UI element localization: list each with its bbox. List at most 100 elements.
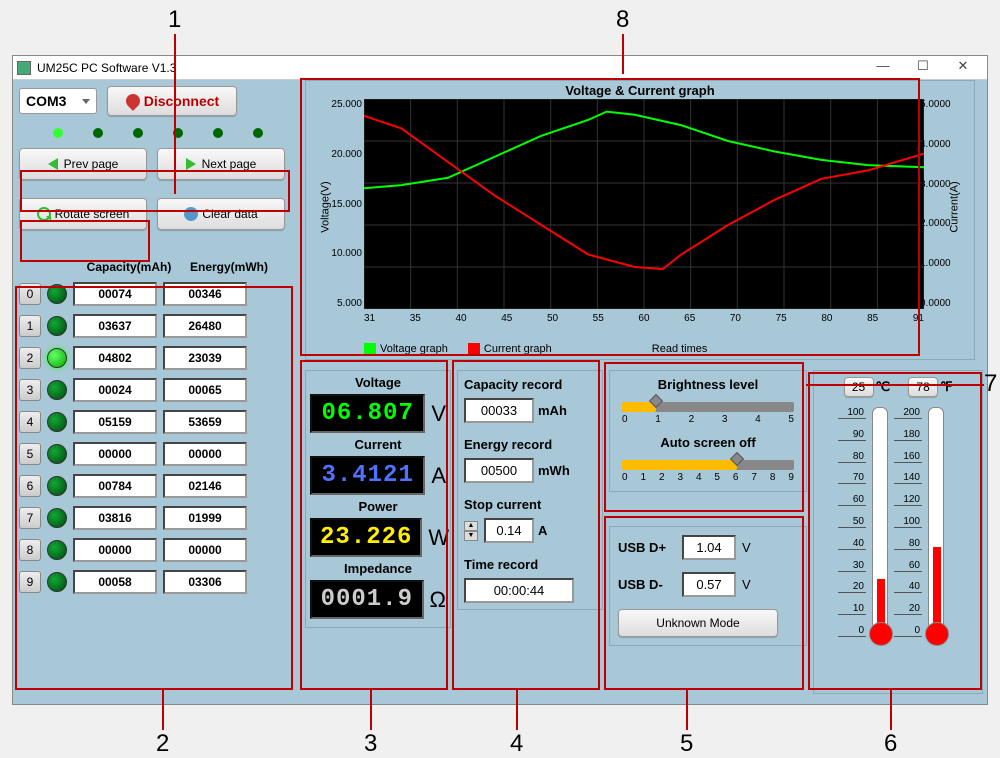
- brightness-label: Brightness level: [616, 377, 800, 392]
- table-row: 2 04802 23039: [19, 346, 295, 370]
- stop-current-spinner[interactable]: ▲▼: [464, 521, 478, 541]
- temp-f-value: 78: [908, 377, 938, 397]
- energy-record-value: 00500: [464, 458, 534, 483]
- record-index-button[interactable]: 0: [19, 283, 41, 305]
- clear-data-button[interactable]: Clear data: [157, 198, 285, 230]
- impedance-label: Impedance: [310, 561, 446, 576]
- legend-current: Current graph: [484, 343, 552, 355]
- chart-x-label: Read times: [652, 343, 708, 355]
- stop-current-value[interactable]: 0.14: [484, 518, 534, 543]
- record-led: [47, 508, 67, 528]
- table-row: 7 03816 01999: [19, 506, 295, 530]
- record-energy: 00346: [163, 282, 247, 306]
- record-index-button[interactable]: 4: [19, 411, 41, 433]
- maximize-button[interactable]: ☐: [903, 58, 943, 78]
- record-energy: 01999: [163, 506, 247, 530]
- current-label: Current: [310, 437, 446, 452]
- table-row: 1 03637 26480: [19, 314, 295, 338]
- close-button[interactable]: ✕: [943, 58, 983, 78]
- annotation-1: 1: [168, 6, 181, 34]
- next-page-button[interactable]: Next page: [157, 148, 285, 180]
- table-row: 0 00074 00346: [19, 282, 295, 306]
- record-index-button[interactable]: 2: [19, 347, 41, 369]
- table-row: 5 00000 00000: [19, 442, 295, 466]
- record-capacity: 00074: [73, 282, 157, 306]
- record-index-button[interactable]: 3: [19, 379, 41, 401]
- time-record-value: 00:00:44: [464, 578, 574, 603]
- record-index-button[interactable]: 8: [19, 539, 41, 561]
- usb-dm-value: 0.57: [682, 572, 736, 597]
- record-led: [47, 284, 67, 304]
- table-row: 9 00058 03306: [19, 570, 295, 594]
- app-window: UM25C PC Software V1.3 — ☐ ✕ COM3 Discon…: [12, 55, 988, 705]
- record-led: [47, 476, 67, 496]
- brightness-slider[interactable]: 012345: [616, 392, 800, 427]
- record-energy: 00065: [163, 378, 247, 402]
- com-port-select[interactable]: COM3: [19, 88, 97, 114]
- status-led-dot: [173, 128, 183, 138]
- record-energy: 00000: [163, 538, 247, 562]
- arrow-left-icon: [48, 158, 58, 170]
- stop-current-label: Stop current: [464, 497, 596, 512]
- annotation-5: 5: [680, 730, 693, 758]
- disconnect-button[interactable]: Disconnect: [107, 86, 237, 116]
- record-capacity: 00000: [73, 538, 157, 562]
- prev-page-button[interactable]: Prev page: [19, 148, 147, 180]
- usb-mode-button[interactable]: Unknown Mode: [618, 609, 778, 637]
- rotate-screen-button[interactable]: Rotate screen: [19, 198, 147, 230]
- table-row: 3 00024 00065: [19, 378, 295, 402]
- record-index-button[interactable]: 7: [19, 507, 41, 529]
- record-led: [47, 444, 67, 464]
- record-capacity: 00000: [73, 442, 157, 466]
- power-value: 23.226: [310, 518, 422, 557]
- record-led: [47, 412, 67, 432]
- thermometer-c: [872, 407, 888, 637]
- annotation-4: 4: [510, 730, 523, 758]
- voltage-value: 06.807: [310, 394, 425, 433]
- voltage-label: Voltage: [310, 375, 446, 390]
- time-record-label: Time record: [464, 557, 596, 572]
- usb-dp-label: USB D+: [618, 540, 676, 555]
- record-energy: 26480: [163, 314, 247, 338]
- capacity-record-label: Capacity record: [464, 377, 596, 392]
- record-capacity: 05159: [73, 410, 157, 434]
- record-capacity: 00024: [73, 378, 157, 402]
- record-energy: 23039: [163, 346, 247, 370]
- rotate-icon: [37, 207, 51, 221]
- record-index-button[interactable]: 1: [19, 315, 41, 337]
- energy-record-label: Energy record: [464, 437, 596, 452]
- record-capacity: 03816: [73, 506, 157, 530]
- thermometer-f: [928, 407, 944, 637]
- com-port-value: COM3: [26, 93, 66, 109]
- minimize-button[interactable]: —: [863, 58, 903, 78]
- record-energy: 53659: [163, 410, 247, 434]
- disconnect-icon: [123, 91, 143, 111]
- capacity-record-value: 00033: [464, 398, 534, 423]
- annotation-6: 6: [884, 730, 897, 758]
- record-energy: 02146: [163, 474, 247, 498]
- capacity-header: Capacity(mAh): [79, 260, 179, 274]
- chart-canvas: [364, 99, 924, 309]
- record-capacity: 03637: [73, 314, 157, 338]
- arrow-right-icon: [186, 158, 196, 170]
- led-strip: [53, 128, 263, 138]
- record-led: [47, 316, 67, 336]
- record-index-button[interactable]: 9: [19, 571, 41, 593]
- screenoff-slider[interactable]: 0123456789: [616, 450, 800, 485]
- window-title: UM25C PC Software V1.3: [37, 61, 863, 75]
- table-row: 8 00000 00000: [19, 538, 295, 562]
- chevron-down-icon: [82, 99, 90, 104]
- impedance-value: 0001.9: [310, 580, 424, 619]
- annotation-3: 3: [364, 730, 377, 758]
- record-led: [47, 380, 67, 400]
- record-capacity: 00784: [73, 474, 157, 498]
- record-index-button[interactable]: 5: [19, 443, 41, 465]
- annotation-8: 8: [616, 6, 629, 34]
- status-led-dot: [253, 128, 263, 138]
- record-led: [47, 572, 67, 592]
- usb-dm-label: USB D-: [618, 577, 676, 592]
- temp-c-value: 25: [844, 377, 874, 397]
- status-led-dot: [133, 128, 143, 138]
- chart-title: Voltage & Current graph: [306, 83, 974, 98]
- record-index-button[interactable]: 6: [19, 475, 41, 497]
